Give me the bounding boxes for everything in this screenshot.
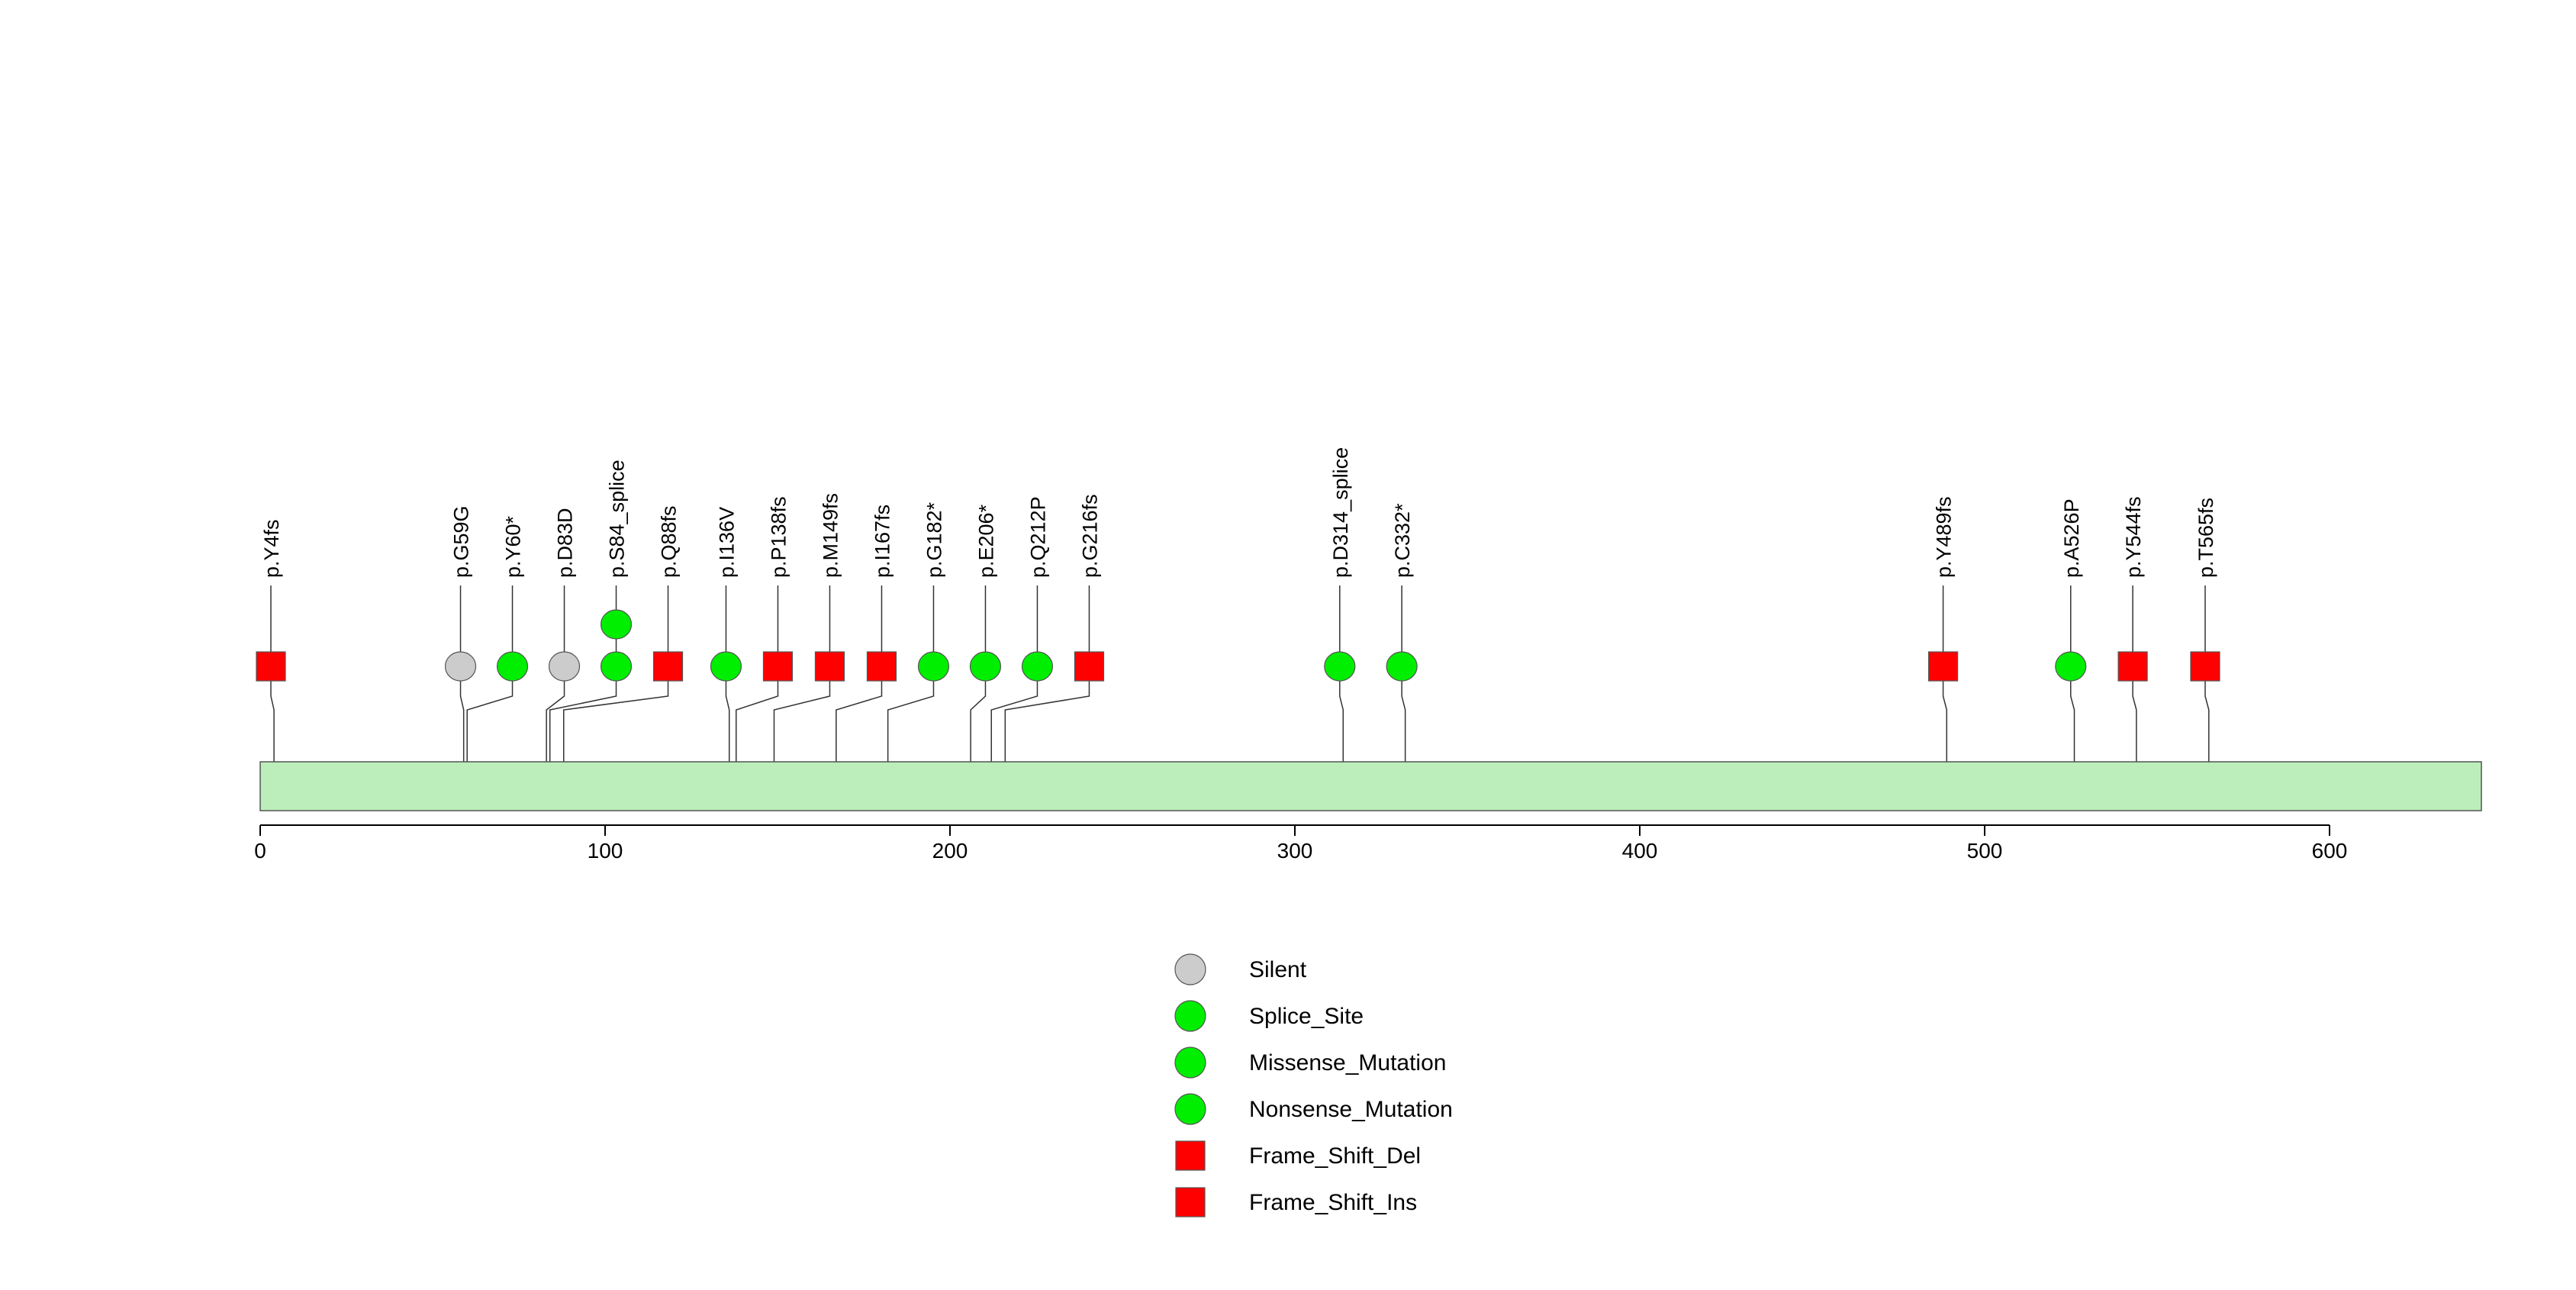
mutation-stem [270,585,275,811]
x-axis-tick-label: 600 [2312,839,2348,863]
mutation-marker-circle [600,609,633,640]
mutation-stem [1339,585,1344,811]
mutation-label: p.Q88fs [658,505,681,578]
mutation-marker-circle [1021,651,1054,682]
mutation-marker-circle [496,651,529,682]
mutation-label: p.P138fs [767,496,790,578]
mutation-label: p.G216fs [1078,494,1101,578]
mutation-marker-square [652,651,684,682]
mutation-markers [256,609,2220,682]
legend-label: Silent [1249,957,1307,982]
mutation-label: p.D83D [554,508,577,578]
x-axis-tick-label: 0 [254,839,266,863]
legend-label: Missense_Mutation [1249,1050,1446,1076]
mutation-marker-circle [444,651,477,682]
mutation-label: p.A526P [2060,498,2083,578]
mutation-label: p.I136V [715,507,738,578]
mutation-stem [466,585,514,811]
legend-swatch-square [1175,1187,1206,1217]
mutation-stem [836,585,883,811]
mutation-stem [990,585,1038,811]
mutation-label: p.Y60* [502,515,525,578]
mutation-label: p.G182* [923,501,945,578]
mutation-label: p.G59G [450,505,473,578]
mutation-stem [887,585,935,811]
legend-label: Nonsense_Mutation [1249,1097,1453,1122]
legend-swatch-circle [1174,1093,1206,1125]
mutation-stem [1004,585,1090,811]
mutation-labels: p.Y4fs p.G59G p.Y60* p.D83D p.S84_splice p.Q8… [260,447,2217,578]
x-axis-tick-label: 500 [1967,839,2003,863]
mutation-marker-circle [1386,651,1418,682]
mutation-marker-square [762,651,794,682]
protein-domain-bar [259,761,2482,811]
mutation-stem [725,585,730,811]
mutation-marker-circle [2055,651,2087,682]
mutation-stem [546,585,565,811]
mutation-label: p.Y489fs [1933,496,1956,578]
mutation-marker-square [1074,651,1105,682]
mutation-marker-circle [917,651,950,682]
mutation-marker-circle [710,651,742,682]
mutation-marker-square [256,651,286,682]
mutation-marker-square [2190,651,2220,682]
mutation-label: p.E206* [974,504,997,578]
mutation-marker-circle [600,651,633,682]
mutation-stem [2204,585,2210,811]
mutation-marker-circle [548,651,581,682]
mutation-stem [459,585,465,811]
mutation-marker-circle [969,651,1002,682]
legend-swatch-square [1175,1140,1206,1171]
mutation-stem [970,585,987,811]
legend-swatch-circle [1174,1047,1206,1079]
mutation-stem [773,585,831,811]
mutation-stem [549,585,617,811]
legend: Silent Splice_Site Missense_Mutation Nonsen… [1174,953,1453,1217]
mutation-marker-square [2117,651,2148,682]
x-axis-tick-label: 300 [1277,839,1313,863]
x-axis-tick-label: 100 [588,839,623,863]
mutation-stem [736,585,779,811]
mutation-label: p.S84_splice [606,460,629,578]
mutation-stem [563,585,669,811]
mutation-stem [2070,585,2075,811]
mutation-marker-square [1927,651,1959,682]
x-axis: 0 100 200 300 400 500 600 [254,824,2348,863]
stem-lines [270,585,2210,811]
x-axis-tick-label: 200 [932,839,968,863]
legend-swatch-circle [1174,1000,1206,1032]
legend-label: Splice_Site [1249,1004,1364,1029]
mutation-stem [1942,585,1948,811]
mutation-stem [1401,585,1406,811]
legend-label: Frame_Shift_Del [1249,1143,1421,1169]
mutation-stem [2132,585,2137,811]
mutation-label: p.T565fs [2194,498,2217,578]
mutation-marker-square [814,651,845,682]
mutation-label: p.Q212P [1026,496,1049,578]
mutation-label: p.C332* [1391,503,1414,578]
legend-swatch-circle [1174,953,1206,985]
mutation-label: p.M149fs [819,493,842,578]
mutation-label: p.I167fs [871,505,894,578]
legend-label: Frame_Shift_Ins [1249,1190,1417,1215]
mutation-label: p.Y4fs [260,519,283,578]
mutation-marker-circle [1324,651,1356,682]
x-axis-tick-label: 400 [1622,839,1658,863]
mutation-label: p.Y544fs [2122,496,2145,578]
mutation-marker-square [866,651,897,682]
mutation-label: p.D314_splice [1329,447,1352,578]
